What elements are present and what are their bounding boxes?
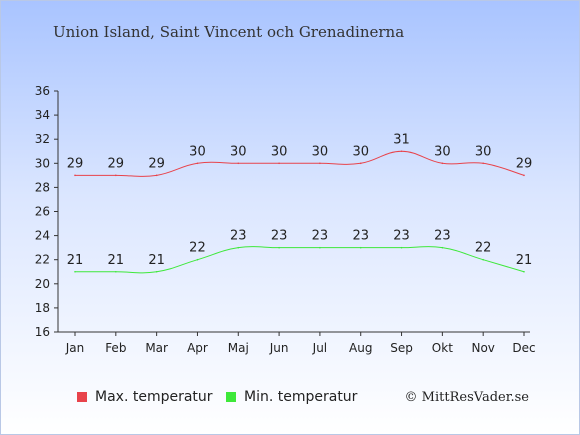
max-temperature-label: 30: [312, 144, 329, 159]
y-tick-label: 20: [35, 277, 50, 291]
min-temperature-point: [237, 246, 240, 249]
legend-min: Min. temperatur: [226, 389, 357, 405]
min-temperature-label: 21: [108, 253, 125, 268]
max-temperature-point: [523, 174, 525, 177]
max-temperature-point: [155, 174, 158, 177]
max-temperature-point: [115, 174, 117, 177]
max-temperature-point: [278, 162, 280, 165]
min-temperature-point: [523, 270, 525, 273]
min-temperature-label: 21: [148, 253, 165, 268]
max-temperature-label: 30: [434, 144, 451, 159]
max-temperature-point: [441, 162, 444, 165]
min-temperature-point: [196, 258, 199, 261]
y-tick-label: 18: [35, 301, 50, 315]
chart-title: Union Island, Saint Vincent och Grenadin…: [53, 23, 405, 41]
min-temperature-point: [115, 270, 117, 273]
min-temperature-point: [155, 270, 158, 273]
y-tick-label: 16: [35, 325, 50, 339]
min-temperature-label: 23: [230, 229, 247, 244]
max-temperature-point: [359, 162, 362, 165]
x-tick-label: Maj: [228, 341, 249, 355]
min-temperature-label: 23: [312, 229, 329, 244]
y-tick-label: 30: [35, 156, 50, 170]
x-tick-label: Jul: [312, 341, 327, 355]
min-temperature-point: [319, 246, 321, 249]
min-temperature-label: 23: [352, 229, 369, 244]
x-tick-label: Aug: [349, 341, 372, 355]
max-temperature-point: [482, 162, 484, 165]
max-temperature-point: [74, 174, 76, 177]
max-temperature-point: [319, 162, 321, 165]
data-labels: 29 29 29 30 30 30 30 30 31 30 30 29 21 21 21 22 23 23 23 23…: [67, 132, 533, 268]
max-temperature-label: 29: [108, 156, 125, 171]
x-tick-label: Apr: [187, 341, 208, 355]
y-tick-label: 22: [35, 253, 50, 267]
y-tick-label: 34: [35, 108, 50, 122]
y-tick-label: 36: [35, 84, 50, 98]
min-temperature-label: 22: [189, 241, 206, 256]
max-temperature-label: 30: [189, 144, 206, 159]
min-temperature-label: 21: [67, 253, 84, 268]
legend-min-label: Min. temperatur: [244, 389, 358, 405]
x-tick-label: Nov: [471, 341, 494, 355]
series-layer: [74, 150, 525, 274]
min-temperature-label: 23: [434, 229, 451, 244]
min-temperature-label: 21: [516, 253, 533, 268]
x-tick-label: Feb: [105, 341, 126, 355]
legend-min-swatch: [226, 392, 236, 402]
min-temperature-point: [482, 258, 484, 261]
max-temperature-label: 30: [475, 144, 492, 159]
legend-max-swatch: [77, 392, 87, 402]
y-tick-label: 26: [35, 205, 50, 219]
min-temperature-point: [359, 246, 362, 249]
legend-max: Max. temperatur: [77, 389, 213, 405]
min-temperature-label: 22: [475, 241, 492, 256]
axes: 16 18 20 22 24 26 28 30 32 34 36 Jan Feb Mar Apr Maj Jun…: [35, 84, 536, 355]
y-tick-label: 24: [35, 229, 50, 243]
y-tick-label: 28: [35, 180, 50, 194]
max-temperature-line: [74, 150, 525, 177]
max-temperature-point: [400, 150, 403, 153]
x-tick-label: Jun: [269, 341, 289, 355]
x-tick-label: Dec: [512, 341, 535, 355]
copyright[interactable]: © MittResVader.se: [404, 390, 529, 405]
x-tick-label: Mar: [145, 341, 168, 355]
max-temperature-point: [237, 162, 240, 165]
min-temperature-label: 23: [271, 229, 288, 244]
min-temperature-point: [400, 246, 403, 249]
max-temperature-label: 29: [516, 156, 533, 171]
x-tick-label: Sep: [390, 341, 413, 355]
min-temperature-line: [74, 246, 525, 274]
legend-max-label: Max. temperatur: [95, 389, 213, 405]
min-temperature-point: [74, 270, 76, 273]
max-temperature-label: 31: [393, 132, 410, 147]
max-temperature-label: 30: [352, 144, 369, 159]
max-temperature-label: 29: [67, 156, 84, 171]
y-tick-label: 32: [35, 132, 50, 146]
x-tick-label: Jan: [65, 341, 85, 355]
min-temperature-point: [441, 246, 444, 249]
min-temperature-label: 23: [393, 229, 410, 244]
max-temperature-label: 29: [148, 156, 165, 171]
x-tick-label: Okt: [432, 341, 453, 355]
max-temperature-point: [196, 162, 199, 165]
max-temperature-label: 30: [230, 144, 247, 159]
min-temperature-point: [278, 246, 280, 249]
max-temperature-label: 30: [271, 144, 288, 159]
